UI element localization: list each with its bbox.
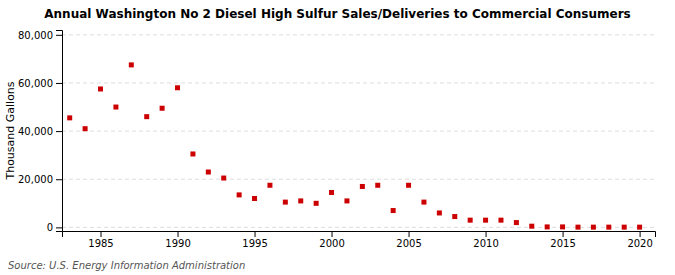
point <box>267 183 272 188</box>
point <box>83 126 88 131</box>
y-axis: 0 20,000 40,000 60,000 80,000 <box>18 30 63 234</box>
tick-mark <box>486 231 487 237</box>
tick-label: 2010 <box>473 238 498 249</box>
point <box>514 220 519 225</box>
point <box>113 105 118 110</box>
tick: 80,000 <box>18 30 62 41</box>
point <box>421 200 426 205</box>
tick: 2005 <box>396 231 421 249</box>
point <box>545 224 550 229</box>
grid-line <box>62 82 655 83</box>
point <box>144 114 149 119</box>
point <box>160 106 165 111</box>
tick: 20,000 <box>18 174 62 185</box>
tick-label: 1985 <box>88 238 113 249</box>
tick: 2020 <box>627 231 652 249</box>
point <box>252 196 257 201</box>
tick-label: 40,000 <box>18 126 53 137</box>
point <box>98 86 103 91</box>
point <box>314 201 319 206</box>
point <box>190 151 195 156</box>
tick: 1990 <box>165 231 190 249</box>
grid-line <box>62 227 655 228</box>
tick-label: 1995 <box>242 238 267 249</box>
tick-mark <box>178 231 179 237</box>
point <box>529 224 534 229</box>
point <box>622 225 627 230</box>
tick: 60,000 <box>18 78 62 89</box>
tick-mark <box>56 227 62 228</box>
tick-label: 2015 <box>550 238 575 249</box>
tick-label: 60,000 <box>18 78 53 89</box>
point <box>67 115 72 120</box>
point <box>483 218 488 223</box>
tick-mark <box>56 35 62 36</box>
tick-mark <box>255 231 256 237</box>
point <box>606 225 611 230</box>
tick: 40,000 <box>18 126 62 137</box>
tick-mark <box>56 131 62 132</box>
point <box>560 224 565 229</box>
tick-mark <box>56 83 62 84</box>
tick: 1985 <box>88 231 113 249</box>
point <box>129 62 134 67</box>
point <box>591 225 596 230</box>
tick-mark <box>101 231 102 237</box>
tick-label: 2020 <box>627 238 652 249</box>
point <box>329 190 334 195</box>
tick-mark <box>640 231 641 237</box>
tick: 0 <box>47 222 62 233</box>
tick-mark <box>563 231 564 237</box>
point <box>283 200 288 205</box>
tick: 2015 <box>550 231 575 249</box>
grid-line <box>62 179 655 180</box>
points <box>67 62 642 229</box>
plot: 1985 1990 1995 2000 2005 2010 2015 2020 0 20,000 4… <box>18 30 656 250</box>
point <box>498 218 503 223</box>
point <box>468 218 473 223</box>
tick: 2010 <box>473 231 498 249</box>
point <box>391 208 396 213</box>
grid <box>62 35 655 228</box>
point <box>237 192 242 197</box>
axis-line <box>63 232 656 238</box>
tick-label: 2005 <box>396 238 421 249</box>
point <box>221 176 226 181</box>
tick: 2000 <box>319 231 344 249</box>
tick-mark <box>56 179 62 180</box>
point <box>344 198 349 203</box>
tick-label: 80,000 <box>18 30 53 41</box>
grid-line <box>62 131 655 132</box>
point <box>298 198 303 203</box>
x-axis: 1985 1990 1995 2000 2005 2010 2015 2020 <box>63 231 656 249</box>
tick-label: 20,000 <box>18 174 53 185</box>
point <box>575 225 580 230</box>
point <box>437 210 442 215</box>
annotation: Source: U.S. Energy Information Administ… <box>8 260 245 271</box>
chart: 1985 1990 1995 2000 2005 2010 2015 2020 0 20,000 4… <box>0 0 675 275</box>
point <box>175 85 180 90</box>
axis-line <box>56 31 63 232</box>
point <box>406 183 411 188</box>
tick-label: 0 <box>47 222 53 233</box>
point <box>452 214 457 219</box>
point <box>637 225 642 230</box>
tick-label: 2000 <box>319 238 344 249</box>
point <box>206 170 211 175</box>
tick-label: 1990 <box>165 238 190 249</box>
grid-line <box>62 34 655 35</box>
tick-mark <box>332 231 333 237</box>
tick: 1995 <box>242 231 267 249</box>
title: Annual Washington No 2 Diesel High Sulfu… <box>44 7 630 21</box>
point <box>375 183 380 188</box>
y-axis-title: Thousand Gallons <box>4 81 17 180</box>
point <box>360 184 365 189</box>
tick-mark <box>409 231 410 237</box>
